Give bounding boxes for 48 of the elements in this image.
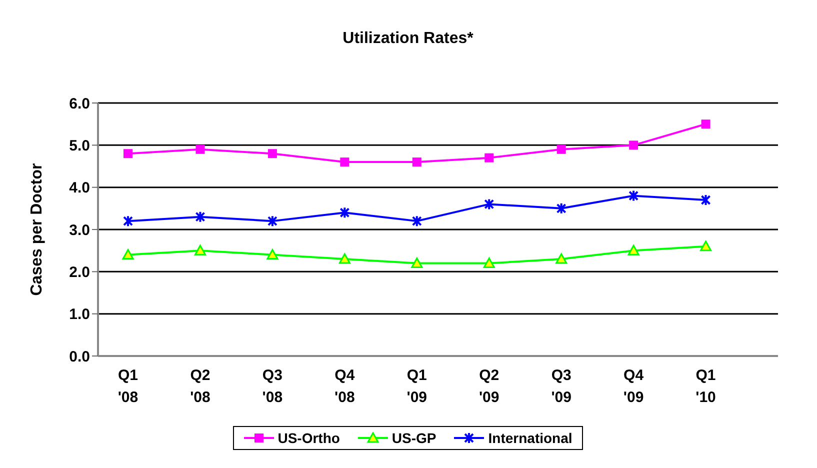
- point: [268, 149, 277, 158]
- y-tick-label: 0.0: [69, 348, 90, 366]
- point: [412, 158, 422, 167]
- y-tick-label: 6.0: [69, 95, 90, 112]
- y-tick-label: 1.0: [69, 306, 90, 324]
- point: [196, 144, 205, 154]
- point: [483, 257, 495, 268]
- y-tick-label: 3.0: [69, 222, 90, 239]
- point: [700, 240, 712, 252]
- point: [124, 149, 132, 158]
- x-tick-label: Q4 '09: [623, 367, 644, 406]
- x-tick-label: Q2 '08: [190, 367, 210, 406]
- point: [194, 244, 206, 256]
- point: [412, 215, 422, 228]
- point: [340, 158, 350, 167]
- legend-label: International: [487, 430, 572, 446]
- y-tick-label: 2.0: [69, 264, 90, 281]
- point: [556, 202, 566, 214]
- point: [411, 257, 423, 268]
- y-axis-title: Cases per Doctor: [28, 163, 46, 296]
- point: [266, 249, 278, 260]
- legend-label: US-GP: [390, 430, 436, 446]
- point: [628, 190, 639, 202]
- x-tick-label: Q1 '10: [696, 367, 716, 406]
- point: [267, 215, 278, 228]
- point: [484, 153, 494, 162]
- point: [701, 120, 710, 129]
- y-tick-label: 5.0: [69, 137, 90, 154]
- x-tick-label: Q4 '08: [334, 367, 356, 406]
- point: [340, 206, 350, 219]
- point: [122, 249, 134, 260]
- point: [484, 198, 494, 210]
- point: [700, 194, 711, 206]
- point: [338, 253, 350, 264]
- chart-title: Utilization Rates*: [342, 30, 474, 48]
- x-tick-label: Q1 '09: [406, 367, 428, 406]
- point: [629, 140, 638, 150]
- point: [123, 215, 133, 228]
- point: [628, 244, 640, 256]
- point: [195, 210, 206, 223]
- point: [556, 144, 566, 154]
- x-tick-label: Q2 '09: [478, 367, 500, 406]
- x-tick-label: Q3 '09: [551, 367, 572, 406]
- y-tick-label: 4.0: [69, 180, 90, 197]
- x-tick-label: Q1 '08: [118, 367, 138, 406]
- legend-label: US-Ortho: [276, 430, 340, 446]
- x-tick-label: Q3 '08: [262, 367, 283, 406]
- point: [556, 253, 568, 264]
